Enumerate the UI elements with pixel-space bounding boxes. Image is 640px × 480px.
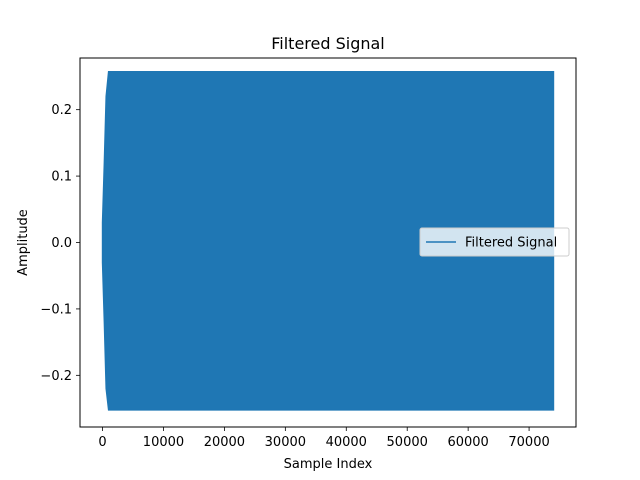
y-tick-label: 0.0 — [51, 236, 72, 251]
x-tick-label: 70000 — [508, 435, 549, 450]
y-tick-label: −0.2 — [40, 369, 72, 384]
y-tick-label: 0.2 — [51, 103, 72, 118]
x-tick-label: 30000 — [265, 435, 306, 450]
y-axis: −0.2 −0.1 0.0 0.1 0.2 — [40, 103, 80, 384]
series-line-filtered-signal — [101, 71, 555, 411]
legend-label-filtered-signal: Filtered Signal — [465, 236, 557, 251]
x-tick-label: 60000 — [447, 435, 488, 450]
y-axis-label: Amplitude — [16, 209, 31, 276]
chart-title: Filtered Signal — [271, 34, 385, 53]
x-axis-label: Sample Index — [284, 457, 373, 472]
legend: Filtered Signal — [419, 227, 570, 257]
x-tick-label: 0 — [98, 435, 106, 450]
plot-area — [101, 71, 555, 411]
axes-frame — [79, 57, 577, 428]
x-tick-label: 50000 — [387, 435, 428, 450]
x-axis: 0 10000 20000 30000 40000 50000 60000 70000 — [98, 427, 550, 450]
x-tick-label: 10000 — [143, 435, 184, 450]
x-tick-label: 40000 — [326, 435, 367, 450]
y-tick-label: −0.1 — [40, 302, 72, 317]
x-tick-label: 20000 — [204, 435, 245, 450]
legend-box — [419, 227, 570, 257]
y-tick-label: 0.1 — [51, 170, 72, 185]
